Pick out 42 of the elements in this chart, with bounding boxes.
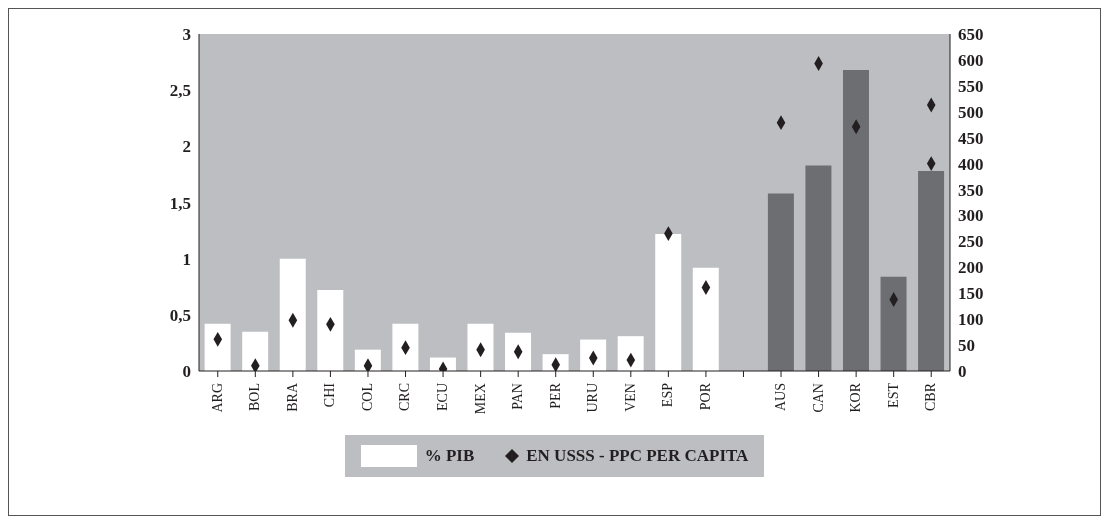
y-tick-label: 2,5 [169, 81, 191, 101]
x-tick-label: CBR [923, 382, 939, 412]
x-tick-label: BOL [247, 383, 263, 411]
y2-tick-label: 300 [958, 206, 984, 226]
x-tick-label: PER [547, 382, 563, 409]
y-tick-label: 0 [182, 362, 191, 382]
y-tick-label: 1,5 [169, 193, 191, 213]
x-tick-label: EST [885, 382, 901, 408]
legend-label: EN USSS - PPC PER CAPITA [525, 446, 749, 466]
y-tick-label: 0,5 [169, 305, 191, 325]
y2-tick-label: 600 [958, 50, 984, 70]
y2-tick-label: 250 [958, 232, 984, 252]
x-tick-label: ESP [660, 382, 676, 408]
x-tick-label: CHI [322, 382, 338, 408]
x-tick-label: CAN [810, 383, 826, 413]
y-tick-label: 2 [182, 137, 191, 157]
y2-tick-label: 550 [958, 76, 984, 96]
y-tick-label: 1 [182, 249, 191, 269]
y2-tick-label: 350 [958, 180, 984, 200]
y2-tick-label: 650 [958, 25, 984, 45]
y2-tick-label: 50 [958, 336, 975, 356]
y2-tick-label: 450 [958, 128, 984, 148]
x-tick-label: COL [359, 383, 375, 411]
x-tick-label: CRC [397, 383, 413, 412]
y2-tick-label: 150 [958, 284, 984, 304]
x-tick-label: URU [585, 383, 601, 413]
y2-tick-label: 100 [958, 310, 984, 330]
x-tick-label: MEX [472, 383, 488, 415]
x-tick-label: ECU [435, 383, 451, 411]
x-tick-label: BRA [284, 382, 300, 412]
x-tick-label: POR [697, 382, 713, 411]
y-tick-label: 3 [182, 25, 191, 45]
x-tick-label: AUS [772, 383, 788, 412]
x-tick-label: VEN [622, 383, 638, 412]
y2-tick-label: 500 [958, 102, 984, 122]
y2-tick-label: 200 [958, 258, 984, 278]
x-tick-label: ARG [209, 383, 225, 413]
x-tick-label: KOR [848, 382, 864, 413]
legend-label: % PIB [423, 445, 475, 467]
y2-tick-label: 0 [958, 362, 967, 382]
x-tick-label: PAN [510, 383, 526, 410]
y2-tick-label: 400 [958, 154, 984, 174]
